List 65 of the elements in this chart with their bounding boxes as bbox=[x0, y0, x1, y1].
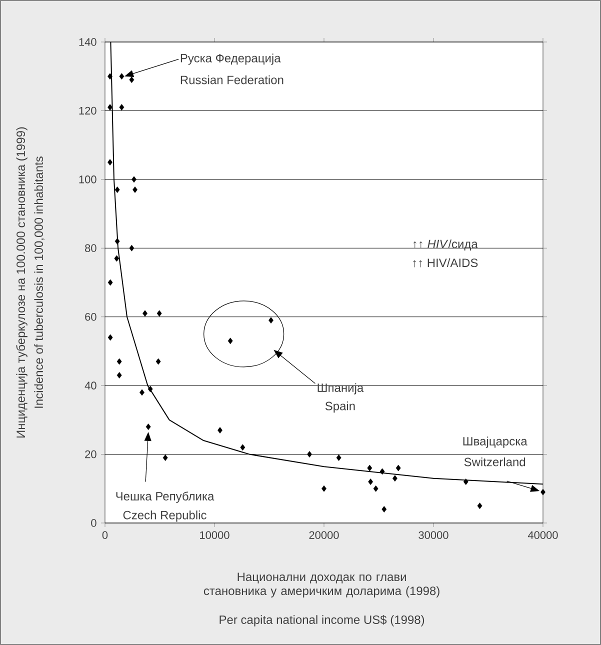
annotation: Шпанија bbox=[318, 383, 364, 394]
point bbox=[162, 454, 168, 461]
point bbox=[380, 468, 385, 475]
point bbox=[108, 73, 112, 80]
point bbox=[156, 310, 162, 317]
point bbox=[108, 334, 113, 341]
y-tick-label: 20 bbox=[85, 450, 96, 458]
point bbox=[463, 478, 468, 485]
point bbox=[116, 372, 122, 378]
text: Per capita national income US$ (1998) bbox=[220, 614, 424, 626]
y-tick-label: 120 bbox=[79, 106, 96, 115]
annotation: Чешка Република bbox=[116, 492, 214, 503]
text: Incidence of tuberculosis in 100,000 inhabitants bbox=[34, 156, 44, 408]
point bbox=[142, 310, 148, 317]
y-tick-label: 40 bbox=[84, 382, 96, 390]
point bbox=[396, 464, 401, 472]
y-tick-label: 60 bbox=[85, 312, 96, 321]
point bbox=[156, 358, 161, 365]
x-tick-label: 40000 bbox=[528, 531, 558, 539]
point bbox=[368, 478, 374, 485]
annotation: ↑↑ HIV/сида bbox=[413, 239, 478, 251]
point bbox=[322, 485, 326, 492]
y-tick-label: 80 bbox=[85, 244, 96, 252]
x-tick-label: 30000 bbox=[418, 531, 448, 539]
point bbox=[367, 464, 372, 472]
point bbox=[108, 159, 112, 166]
annotation: Switzerland bbox=[464, 457, 526, 466]
x-axis-title: Национални доходак по глави становника у америчким доларима (1998) bbox=[204, 572, 440, 598]
point bbox=[114, 255, 120, 262]
annotation: Spain bbox=[325, 401, 355, 413]
point bbox=[132, 176, 136, 183]
point bbox=[129, 76, 134, 83]
annotation: Czech Republic bbox=[123, 510, 206, 522]
point bbox=[132, 186, 138, 193]
point bbox=[228, 338, 233, 344]
annotation: ↑↑ HIV/AIDS bbox=[413, 258, 478, 268]
point bbox=[129, 244, 134, 252]
annotation: Russian Federation bbox=[180, 75, 284, 84]
point bbox=[382, 506, 387, 512]
annotation: Руска Федерација bbox=[180, 54, 281, 65]
y-axis-title: Инциденција туберкулозе на 100.000 становника (1999) bbox=[16, 127, 28, 438]
y-tick-label: 0 bbox=[91, 519, 96, 527]
point bbox=[240, 444, 246, 451]
point bbox=[540, 488, 546, 496]
point bbox=[373, 485, 378, 492]
point bbox=[140, 389, 144, 396]
point bbox=[477, 502, 482, 510]
point bbox=[114, 186, 120, 193]
point bbox=[146, 424, 151, 430]
x-tick-label: 20000 bbox=[309, 531, 339, 539]
annotation: Швајцарска bbox=[463, 436, 528, 448]
point bbox=[268, 317, 274, 324]
point bbox=[336, 454, 342, 461]
x-tick-label: 0 bbox=[102, 531, 108, 539]
point bbox=[392, 475, 398, 482]
point bbox=[218, 427, 222, 434]
x-tick-label: 10000 bbox=[200, 531, 230, 539]
point bbox=[108, 104, 112, 110]
point bbox=[116, 358, 122, 365]
point bbox=[307, 451, 312, 458]
point bbox=[119, 73, 124, 80]
y-tick-label: 140 bbox=[79, 38, 96, 46]
y-tick-label: 100 bbox=[79, 176, 96, 184]
point bbox=[119, 104, 124, 110]
point bbox=[108, 279, 113, 286]
